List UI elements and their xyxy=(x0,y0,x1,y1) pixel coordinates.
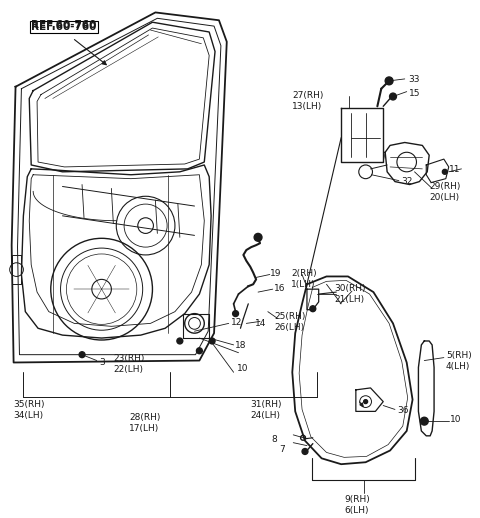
Circle shape xyxy=(233,311,239,316)
Text: 32: 32 xyxy=(401,177,412,186)
Text: 15: 15 xyxy=(408,89,420,98)
Text: 35(RH)
34(LH): 35(RH) 34(LH) xyxy=(13,400,45,420)
Text: 11: 11 xyxy=(449,165,460,174)
Text: 9(RH)
6(LH): 9(RH) 6(LH) xyxy=(344,495,370,514)
Text: REF.60-760: REF.60-760 xyxy=(31,20,96,30)
Text: 25(RH)
26(LH): 25(RH) 26(LH) xyxy=(275,312,306,332)
Circle shape xyxy=(385,77,393,85)
Circle shape xyxy=(302,449,308,454)
Circle shape xyxy=(310,306,316,312)
Text: 33: 33 xyxy=(408,75,420,84)
Text: 8: 8 xyxy=(272,435,277,444)
Circle shape xyxy=(196,348,203,354)
Text: 31(RH)
24(LH): 31(RH) 24(LH) xyxy=(250,400,282,420)
Text: 10: 10 xyxy=(450,415,461,424)
Text: 23(RH)
22(LH): 23(RH) 22(LH) xyxy=(113,354,144,374)
Text: 3: 3 xyxy=(100,357,106,367)
Text: 18: 18 xyxy=(235,341,246,350)
Circle shape xyxy=(420,418,428,425)
Text: REF.60-760: REF.60-760 xyxy=(31,22,96,32)
Text: 7: 7 xyxy=(279,444,285,454)
Text: 2(RH)
1(LH): 2(RH) 1(LH) xyxy=(291,269,317,289)
Text: 19: 19 xyxy=(270,269,281,278)
Text: 16: 16 xyxy=(274,284,285,293)
Circle shape xyxy=(254,234,262,241)
Circle shape xyxy=(390,93,396,100)
Circle shape xyxy=(177,338,183,344)
Circle shape xyxy=(209,338,215,344)
Text: 28(RH)
17(LH): 28(RH) 17(LH) xyxy=(129,413,160,434)
Text: 5(RH)
4(LH): 5(RH) 4(LH) xyxy=(446,351,471,371)
Text: 27(RH)
13(LH): 27(RH) 13(LH) xyxy=(292,91,324,111)
Circle shape xyxy=(79,352,85,357)
Text: 14: 14 xyxy=(255,320,266,328)
Circle shape xyxy=(364,400,368,404)
Text: 10: 10 xyxy=(237,365,248,373)
Circle shape xyxy=(443,169,447,174)
Text: 12: 12 xyxy=(231,318,242,326)
Text: 29(RH)
20(LH): 29(RH) 20(LH) xyxy=(429,182,460,202)
Text: 36: 36 xyxy=(397,407,408,415)
Text: 30(RH)
21(LH): 30(RH) 21(LH) xyxy=(335,284,366,305)
